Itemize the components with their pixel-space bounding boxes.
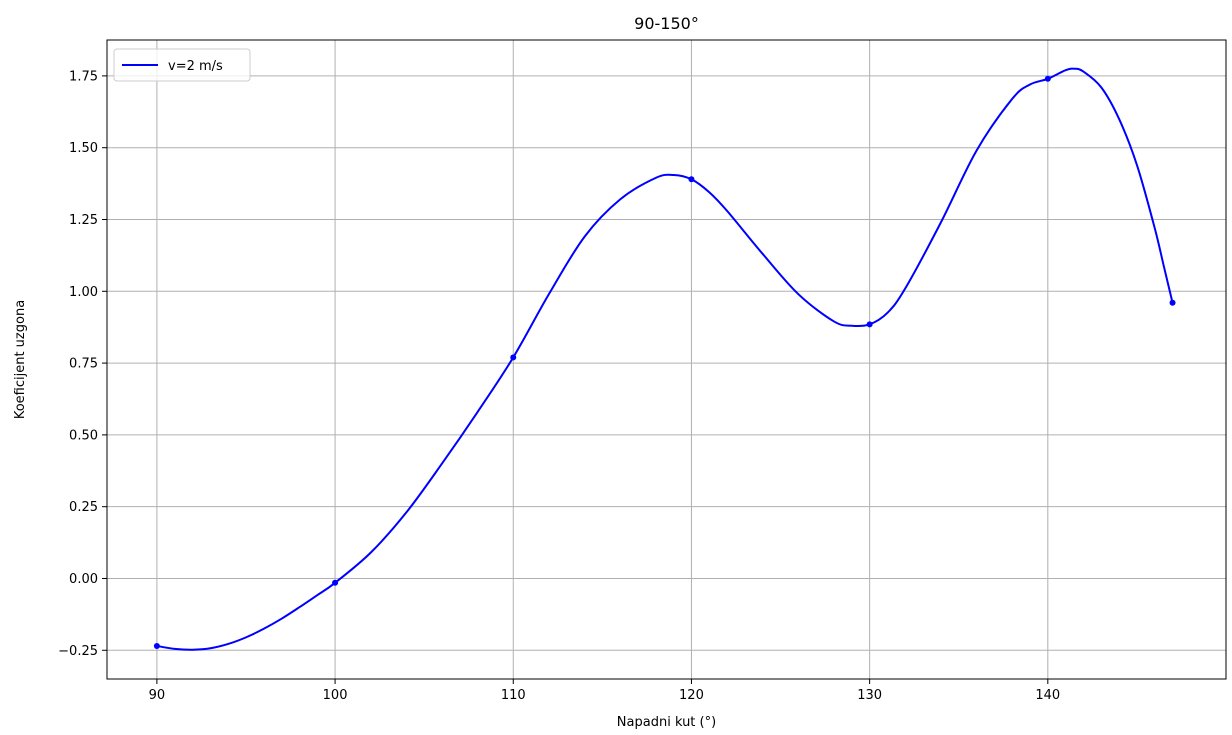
series-line-0 [156,67,1174,651]
data-point [866,321,873,328]
series-layer [153,67,1176,651]
plot-frame [106,39,1227,680]
y-tick-label: 1.25 [69,213,98,228]
x-axis-title: Napadni kut (°) [617,715,716,730]
data-point [510,354,517,361]
x-tick-label: 90 [149,688,166,703]
data-point [332,579,339,586]
x-tick-label: 100 [323,688,348,703]
y-tick-label: 0.50 [69,428,98,443]
y-tick-label: 1.75 [69,69,98,84]
y-tick-label: 1.50 [69,141,98,156]
data-point [1169,299,1176,306]
x-tick-label: 140 [1035,688,1060,703]
legend-box [113,48,251,82]
y-tick-label: 0.75 [69,357,98,372]
legend: v=2 m/s [113,48,251,82]
y-axis-title: Koeficijent uzgona [13,300,28,419]
y-tick-label: 0.25 [69,500,98,515]
x-tick-label: 130 [857,688,882,703]
x-axis: 90 100 110 120 130 140 [149,679,1060,703]
data-point [688,176,695,183]
chart-title: 90-150° [634,14,699,33]
legend-entry-label: v=2 m/s [168,59,223,74]
x-tick-label: 110 [501,688,526,703]
data-point [1044,75,1051,82]
y-tick-label: 1.00 [69,285,98,300]
grid-lines [107,40,1226,679]
y-tick-label: −0.25 [58,644,98,659]
data-point [153,642,160,649]
y-axis: −0.25 0.00 0.25 0.50 0.75 1.00 1.25 1.50 1.75 [58,69,107,659]
y-tick-label: 0.00 [69,572,98,587]
x-tick-label: 120 [679,688,704,703]
